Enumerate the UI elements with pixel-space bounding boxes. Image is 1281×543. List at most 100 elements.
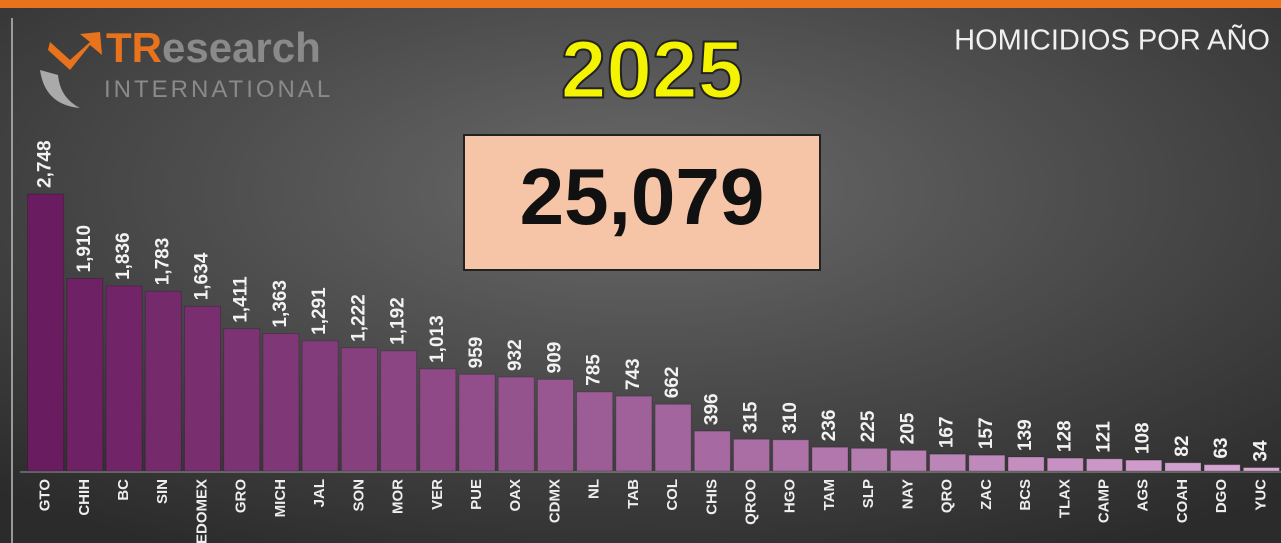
value-label: 1,222 (348, 294, 369, 342)
x-tick-label: MOR (390, 479, 407, 514)
value-label: 1,910 (74, 225, 95, 273)
logo-sub: INTERNATIONAL (104, 76, 333, 103)
bar (811, 446, 849, 472)
x-tick-label: CHIH (76, 479, 93, 516)
value-label: 205 (897, 412, 918, 444)
bar (301, 340, 339, 472)
total: 25,079 (520, 152, 765, 241)
logo-icon (48, 32, 102, 70)
value-label: 157 (976, 417, 997, 449)
x-tick-label: BCS (1017, 479, 1034, 511)
x-tick-label: DGO (1213, 479, 1230, 514)
value-label: 785 (584, 354, 605, 386)
x-tick-label: NAY (899, 479, 916, 509)
bar (1085, 458, 1124, 472)
bar (733, 438, 771, 472)
total-box (463, 134, 821, 271)
bar (968, 454, 1006, 472)
value-label: 63 (1211, 438, 1232, 459)
bar (183, 305, 222, 472)
x-tick-label: YUC (1252, 479, 1269, 511)
value-label: 1,363 (270, 280, 291, 328)
value-label: 167 (937, 416, 958, 448)
x-tick-label: NL (586, 479, 603, 499)
x-tick-label: TAB (625, 479, 642, 509)
bar (536, 378, 574, 472)
bar (615, 395, 653, 472)
x-tick-label: HGO (782, 479, 799, 514)
x-tick-label: SON (350, 479, 367, 512)
logo-brand-a: TR (106, 24, 162, 71)
logo-brand-b: esearch (162, 24, 321, 71)
bar (654, 403, 692, 472)
value-label: 1,192 (388, 297, 409, 345)
bar (66, 277, 104, 472)
logo-text: TResearch (106, 24, 321, 71)
value-label: 236 (819, 410, 840, 442)
x-tick-label: AGS (1135, 479, 1152, 512)
x-tick-label: JAL (311, 479, 328, 507)
bar (1242, 467, 1280, 472)
x-tick-label: CAMP (1095, 479, 1112, 523)
bar (340, 347, 378, 472)
bar (576, 391, 614, 472)
x-tick-label: SLP (860, 479, 877, 508)
bar (458, 373, 496, 472)
value-label: 2,748 (35, 140, 56, 188)
bar (105, 285, 143, 472)
x-tick-label: MICH (272, 479, 289, 517)
logo-swoosh (40, 70, 80, 108)
bar (1203, 464, 1241, 472)
bar (27, 193, 65, 472)
top-border (0, 0, 1281, 8)
value-label: 1,634 (192, 252, 213, 300)
bar (929, 453, 967, 472)
bar (1007, 456, 1045, 472)
bar (419, 368, 457, 472)
value-label: 121 (1094, 421, 1115, 453)
value-label: 1,836 (113, 232, 134, 280)
value-label: 743 (623, 358, 644, 390)
x-tick-label: GRO (233, 479, 250, 514)
year: 2025 (561, 25, 743, 116)
value-label: 225 (858, 410, 879, 442)
value-label: 315 (741, 401, 762, 433)
bar (889, 449, 927, 472)
x-tick-label: QROO (743, 479, 760, 525)
x-tick-label: BC (115, 479, 132, 501)
x-tick-label: GTO (37, 479, 54, 512)
value-label: 959 (466, 337, 487, 369)
bar (850, 447, 888, 472)
chart-title: HOMICIDIOS POR AÑO (954, 23, 1270, 57)
bar (693, 430, 731, 472)
x-tick-label: COAH (1174, 479, 1191, 523)
x-tick-label: PUE (468, 479, 485, 510)
x-tick-label: VER (429, 479, 446, 510)
x-tick-label: EDOMEX (193, 479, 210, 543)
bar (380, 350, 418, 472)
x-tick-label: TAM (821, 479, 838, 510)
bar (497, 376, 535, 472)
bar (1164, 462, 1202, 472)
value-label: 932 (505, 339, 526, 371)
value-label: 1,783 (152, 238, 173, 286)
x-tick-label: ZAC (978, 479, 995, 510)
value-label: 139 (1015, 419, 1036, 451)
x-tick-label: TLAX (1056, 479, 1073, 518)
bar (144, 290, 182, 472)
bar (262, 333, 300, 472)
value-label: 1,411 (231, 276, 252, 323)
logo: TResearch INTERNATIONAL (40, 24, 333, 108)
bar (223, 328, 261, 472)
value-label: 310 (780, 402, 801, 434)
value-label: 108 (1133, 422, 1154, 454)
x-tick-label: COL (664, 479, 681, 511)
bar (772, 439, 810, 472)
value-label: 1,013 (427, 315, 448, 363)
bar (1046, 457, 1084, 472)
value-label: 909 (544, 342, 565, 374)
bar (1125, 459, 1163, 472)
x-tick-label: OAX (507, 479, 524, 512)
x-tick-label: CDMX (546, 479, 563, 523)
value-label: 34 (1250, 440, 1271, 462)
